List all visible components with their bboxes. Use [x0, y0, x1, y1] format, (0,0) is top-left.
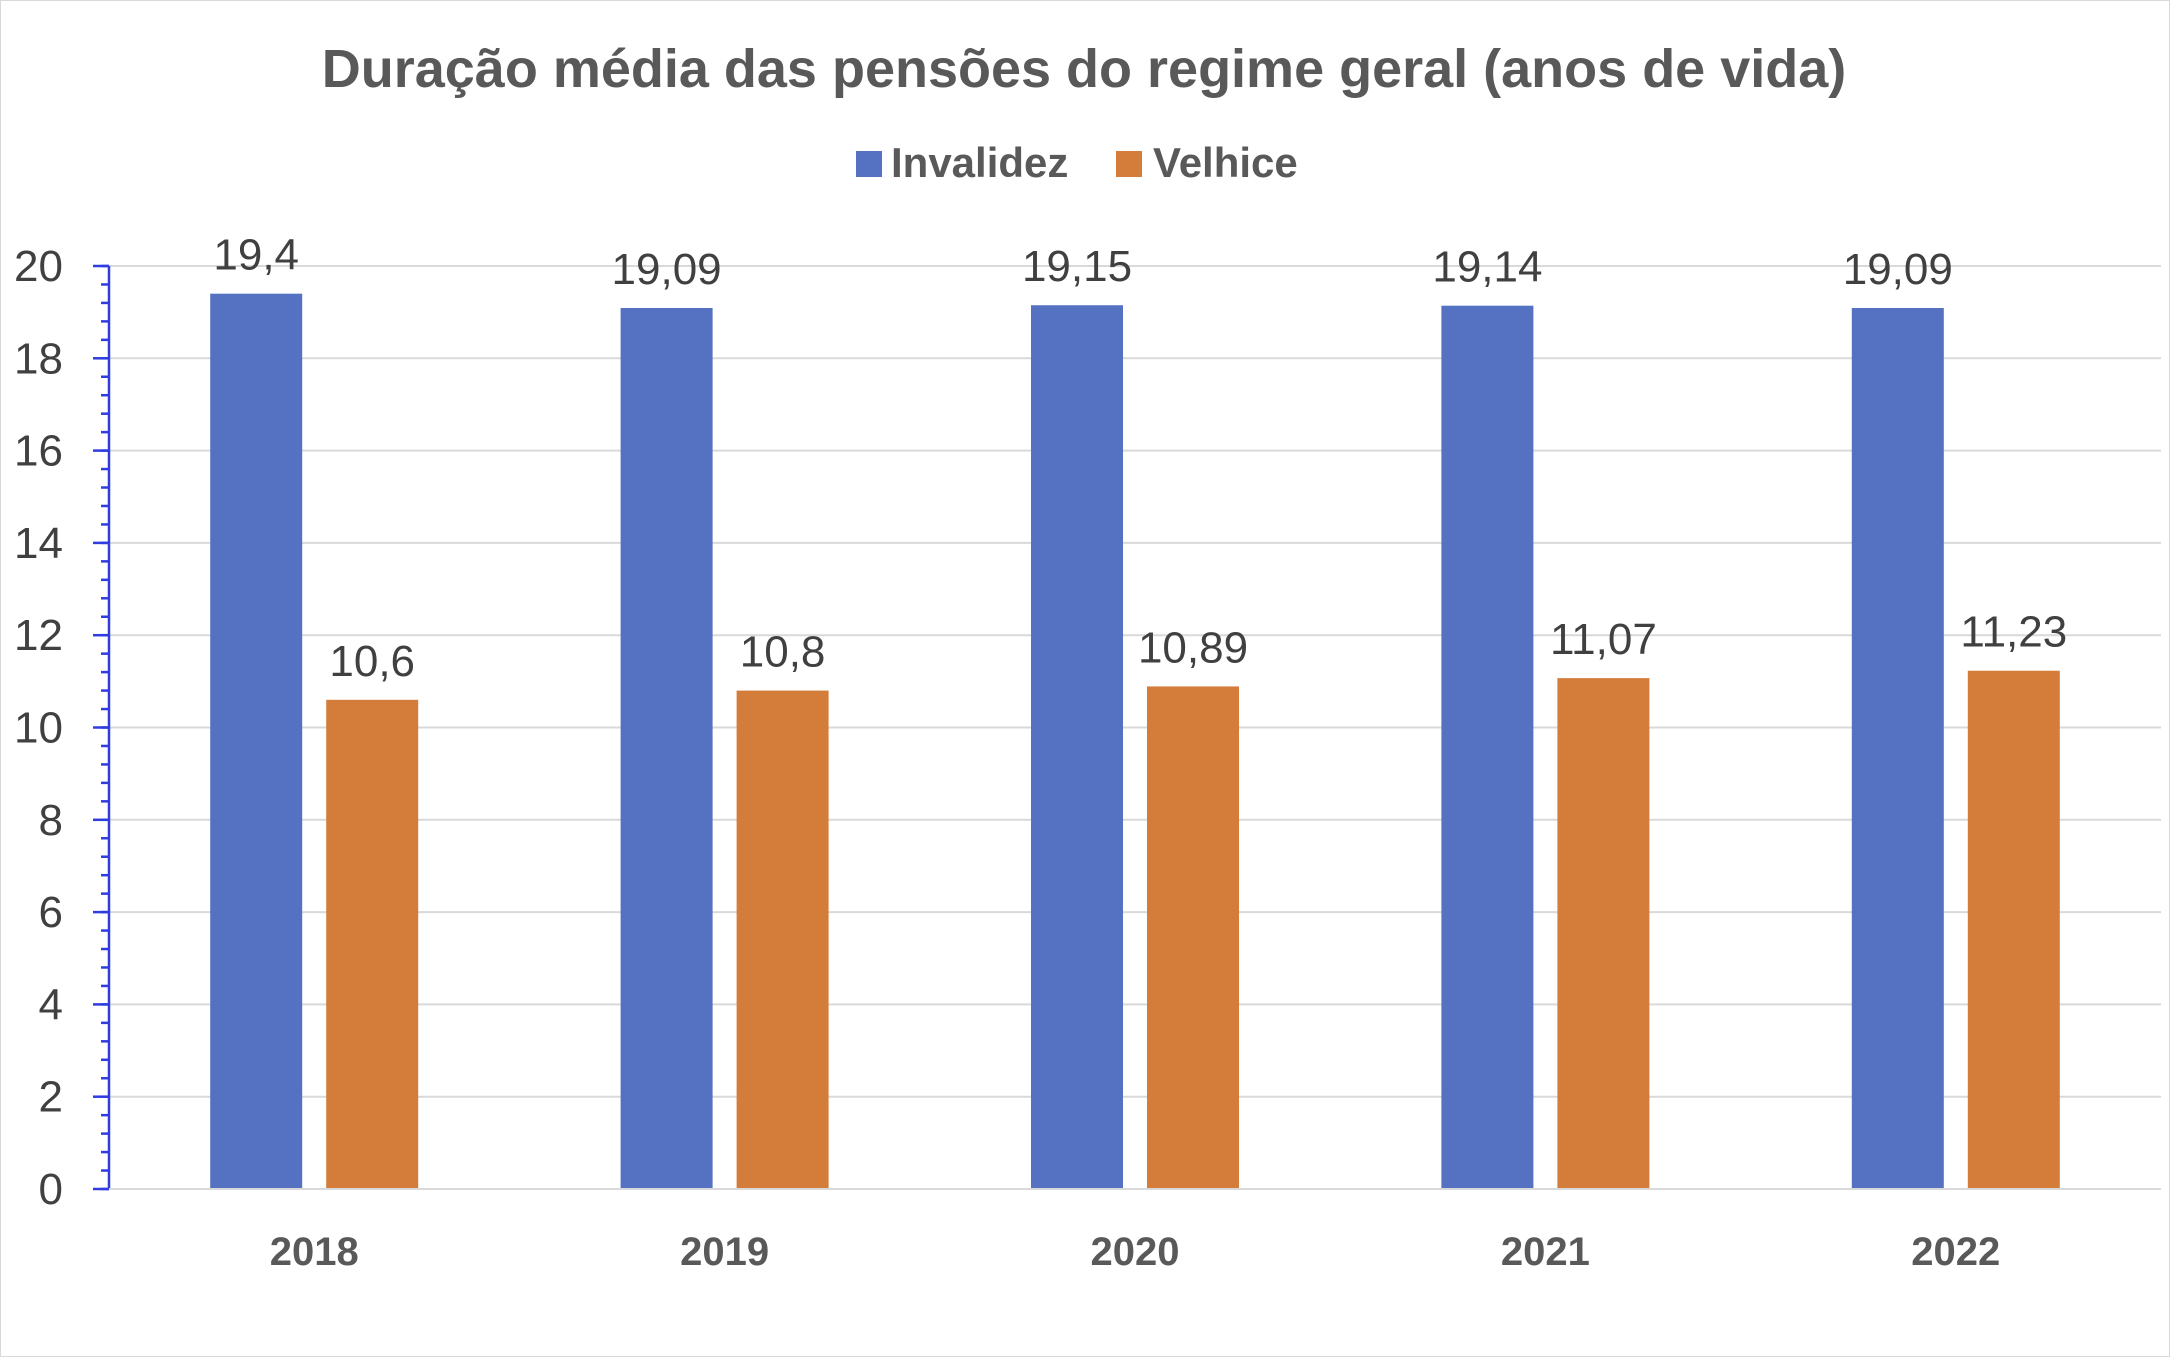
- data-label-velhice-2019: 10,8: [740, 628, 826, 677]
- data-label-invalidez-2021: 19,14: [1432, 243, 1542, 292]
- bar-velhice-2018: [326, 699, 419, 1189]
- legend-swatch-velhice: [1116, 151, 1142, 177]
- x-tick-label: 2022: [1911, 1230, 2000, 1274]
- y-tick-label: 2: [39, 1073, 63, 1122]
- y-tick-label: 8: [39, 796, 63, 845]
- data-label-velhice-2018: 10,6: [329, 637, 415, 686]
- bar-velhice-2022: [1967, 670, 2060, 1189]
- bar-invalidez-2022: [1851, 307, 1944, 1190]
- data-label-velhice-2020: 10,89: [1138, 623, 1248, 672]
- data-label-invalidez-2018: 19,4: [213, 231, 299, 280]
- x-tick-label: 2020: [1091, 1230, 1180, 1274]
- y-tick-label: 10: [14, 704, 63, 753]
- x-tick-label: 2019: [680, 1230, 769, 1274]
- y-tick-label: 18: [14, 334, 63, 383]
- y-tick-label: 14: [14, 519, 63, 568]
- data-label-velhice-2022: 11,23: [1960, 608, 2067, 657]
- y-tick-label: 4: [39, 980, 63, 1029]
- x-tick-label: 2018: [270, 1230, 359, 1274]
- y-tick-label: 6: [39, 888, 63, 937]
- bar-invalidez-2019: [620, 307, 713, 1190]
- data-label-velhice-2021: 11,07: [1550, 615, 1657, 664]
- y-tick-label: 16: [14, 427, 63, 476]
- legend-label-velhice: Velhice: [1153, 139, 1298, 186]
- bar-invalidez-2018: [210, 293, 303, 1189]
- bar-invalidez-2021: [1441, 305, 1534, 1190]
- y-tick-label: 0: [39, 1165, 63, 1214]
- x-tick-label: 2021: [1501, 1230, 1590, 1274]
- bars: [210, 293, 2060, 1190]
- legend: Invalidez Velhice: [856, 139, 1298, 186]
- chart-title: Duração média das pensões do regime gera…: [322, 39, 1847, 99]
- y-tick-label: 20: [14, 242, 63, 291]
- data-labels: 19,4 10,6 19,09 10,8 19,15 10,89 19,14 11,07 19,…: [213, 231, 2067, 686]
- legend-swatch-invalidez: [856, 151, 882, 177]
- data-label-invalidez-2020: 19,15: [1022, 242, 1132, 291]
- bar-invalidez-2020: [1031, 305, 1123, 1189]
- data-label-invalidez-2022: 19,09: [1843, 245, 1953, 294]
- y-tick-label: 12: [14, 611, 63, 660]
- bar-velhice-2019: [736, 690, 829, 1189]
- data-label-invalidez-2019: 19,09: [612, 245, 722, 294]
- legend-label-invalidez: Invalidez: [891, 139, 1068, 186]
- bar-velhice-2020: [1147, 686, 1239, 1189]
- x-axis: 2018 2019 2020 2021 2022: [109, 1188, 2161, 1274]
- gridlines: [109, 265, 2161, 1098]
- y-axis: 0 2 4 6 8 10 12 14 16 18 20: [14, 242, 111, 1214]
- bar-velhice-2021: [1557, 678, 1650, 1189]
